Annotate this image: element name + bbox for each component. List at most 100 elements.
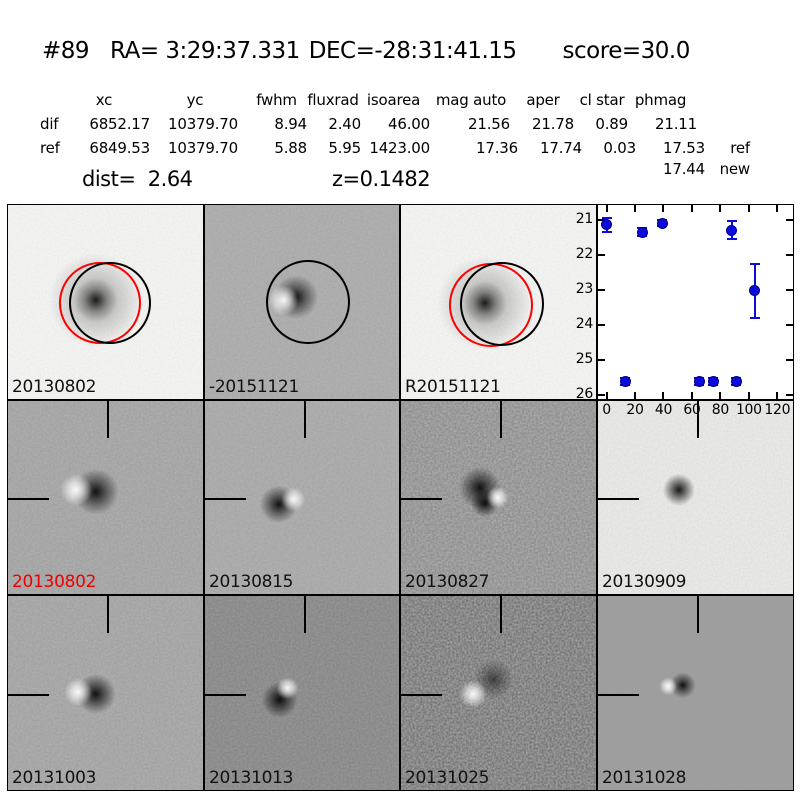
dif-xc: 6852.17 <box>89 115 150 133</box>
row-label-ref: ref <box>40 139 60 157</box>
dif-cl-star: 0.89 <box>595 115 628 133</box>
source-blob <box>8 401 203 594</box>
x-tick-label: 20 <box>626 402 644 418</box>
ref-isoarea: 1423.00 <box>369 139 430 157</box>
stamp-date-label: 20130802 <box>12 377 97 397</box>
col-header-cl-star: cl star <box>579 91 625 109</box>
x-axis-tick <box>662 205 665 212</box>
stamp-date-label: 20131028 <box>602 768 687 788</box>
ref-fluxrad: 5.95 <box>328 139 361 157</box>
y-axis-tick <box>786 359 793 362</box>
crosshair-tick-left <box>8 693 49 696</box>
error-bar-cap <box>749 317 760 320</box>
lightcurve-plot: 0 20 40 60 80 100 120 21 22 23 24 25 26 <box>576 204 794 418</box>
y-tick-label: 21 <box>575 210 594 227</box>
aperture-circle-new <box>265 260 350 345</box>
error-bar-cap <box>726 238 737 241</box>
col-header-mag-auto: mag auto <box>435 91 507 109</box>
y-axis-tick <box>786 323 793 326</box>
col-header-fwhm: fwhm <box>256 91 297 109</box>
stamp-date-label: 20131003 <box>12 768 97 788</box>
new-phmag: 17.44 <box>663 160 705 178</box>
stamp-image: 20130827 <box>400 400 597 595</box>
x-axis-tick <box>634 205 636 212</box>
stamp-image: 20131028 <box>597 595 794 791</box>
source-blob <box>598 596 793 790</box>
error-bar-cap <box>726 220 737 223</box>
col-header-xc: xc <box>95 91 113 109</box>
stamp-image: 20130802 <box>7 400 204 595</box>
ref-fwhm: 5.88 <box>274 139 307 157</box>
crosshair-tick-top <box>107 596 110 633</box>
ref-xc: 6849.53 <box>89 139 150 157</box>
crosshair-tick-top <box>303 596 306 633</box>
stamp-date-label: 20130827 <box>405 572 490 592</box>
dif-phmag: 21.11 <box>655 115 697 133</box>
y-axis-tick <box>598 218 605 221</box>
dif-fluxrad: 2.40 <box>328 115 361 133</box>
crosshair-tick-top <box>303 401 306 438</box>
source-blob <box>598 401 793 594</box>
col-header-yc: yc <box>186 91 204 109</box>
x-axis-tick <box>719 205 722 212</box>
data-point <box>656 217 668 229</box>
crosshair-tick-left <box>205 693 246 696</box>
stamp-date-label: 20131025 <box>405 768 490 788</box>
crosshair-tick-top <box>107 401 110 438</box>
crosshair-tick-left <box>205 498 246 501</box>
stamp-date-label: 20130909 <box>602 572 687 592</box>
new-suffix: new <box>719 160 751 178</box>
data-point <box>601 219 613 231</box>
y-axis-tick <box>598 359 605 362</box>
aperture-circle-new <box>69 262 152 345</box>
photometry-row-ref: ref 6849.53 10379.70 5.88 5.95 1423.00 1… <box>0 139 800 159</box>
source-blob <box>401 401 596 594</box>
y-tick-label: 23 <box>575 280 594 297</box>
stamp-date-label: -20151121 <box>209 377 299 397</box>
crosshair-tick-left <box>8 498 49 501</box>
x-axis-tick <box>690 205 693 212</box>
y-tick-label: 22 <box>575 245 594 262</box>
x-axis-tick <box>776 392 779 399</box>
error-bar-cap <box>749 262 760 265</box>
x-axis-tick <box>747 392 750 399</box>
data-point <box>726 224 738 236</box>
stamp-image: 20130909 <box>597 400 794 595</box>
score-value: score=30.0 <box>562 38 691 64</box>
data-point <box>730 376 742 388</box>
source-blob <box>205 596 399 790</box>
ra-value: RA= 3:29:37.331 <box>110 38 300 64</box>
dif-yc: 10379.70 <box>168 115 238 133</box>
crosshair-tick-top <box>697 596 700 633</box>
stamp-date-label: 20130802 <box>12 572 97 592</box>
stamp-image: 20130802 <box>7 204 204 400</box>
redshift-value: z=0.1482 <box>332 167 431 191</box>
x-axis-tick <box>605 205 608 212</box>
ref-phmag: 17.53 <box>663 139 705 157</box>
x-tick-label: 40 <box>654 402 673 418</box>
x-tick-label: 80 <box>711 402 730 418</box>
stamp-image: 20130815 <box>204 400 400 595</box>
stamp-image: R20151121 <box>400 204 597 400</box>
x-axis-tick <box>690 392 693 399</box>
ref-aper: 17.74 <box>540 139 582 157</box>
crosshair-tick-left <box>598 498 639 501</box>
crosshair-tick-top <box>500 401 503 438</box>
stamp-date-label: 20131013 <box>209 768 294 788</box>
stamp-date-label: 20130815 <box>209 572 294 592</box>
y-axis-tick <box>598 323 605 326</box>
source-blob <box>8 596 203 790</box>
page-title: #89 RA= 3:29:37.331 DEC=-28:31:41.15 sco… <box>42 38 690 68</box>
x-tick-label: 120 <box>764 402 791 418</box>
data-point <box>693 376 705 388</box>
y-axis-tick <box>598 253 605 256</box>
y-axis-tick <box>786 288 793 291</box>
x-tick-label: 60 <box>683 402 701 418</box>
aperture-circle-new <box>460 262 545 346</box>
dist-value: dist= 2.64 <box>82 167 193 191</box>
y-axis-tick <box>598 394 605 397</box>
crosshair-tick-top <box>500 596 503 633</box>
x-axis-tick <box>605 392 608 399</box>
crosshair-tick-left <box>401 498 442 501</box>
